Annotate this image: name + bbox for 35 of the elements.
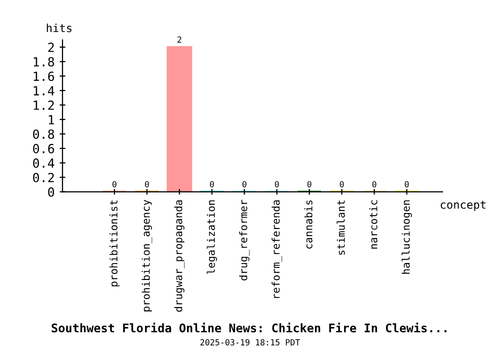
data-label: 0 (274, 181, 279, 188)
y-tick-label: 2 (48, 42, 54, 52)
x-tick-label: cannabis (304, 200, 312, 249)
y-tick-label: 1.8 (34, 57, 54, 67)
x-tick-label: legalization (206, 200, 218, 274)
data-label: 0 (372, 181, 376, 188)
x-axis-title: concept (440, 200, 486, 211)
data-label: 0 (112, 181, 116, 188)
x-tick-label: prohibitionist (109, 200, 120, 286)
x-tick-label: prohibition_agency (142, 200, 152, 312)
x-tick-label: stimulant (336, 200, 345, 255)
y-tick-label: 1 (48, 115, 54, 124)
y-tick-label: 1.2 (34, 100, 54, 110)
text: 2025-03-19 18:15 PDT (200, 339, 300, 346)
x-tick-label: hallucinogen (402, 200, 412, 274)
data-label: 0 (242, 181, 246, 188)
y-axis-title: hits (46, 24, 72, 32)
data-label: 0 (340, 181, 344, 188)
data-label: 0 (404, 181, 409, 188)
x-tick-label: reform_referenda (272, 200, 282, 298)
y-tick-label: 1.6 (34, 72, 54, 82)
y-tick-label: 0.2 (33, 172, 54, 182)
y-tick-label: 0 (48, 187, 54, 197)
text: Southwest Florida Online News: Chicken Fire In Clewis... (52, 322, 446, 332)
data-label: 0 (210, 181, 214, 188)
x-tick-label: narcotic (369, 200, 378, 249)
data-label: 0 (307, 181, 312, 188)
data-label: 2 (178, 36, 182, 43)
y-tick-label: 0.4 (33, 158, 54, 168)
y-tick-label: 0.8 (33, 129, 54, 139)
x-tick-label: drugwar_propaganda (174, 200, 185, 312)
y-tick-label: 1.4 (34, 86, 54, 96)
data-label: 0 (144, 181, 149, 188)
y-tick-label: 0.6 (33, 144, 54, 154)
x-tick-label: drug_reformer (239, 200, 250, 280)
